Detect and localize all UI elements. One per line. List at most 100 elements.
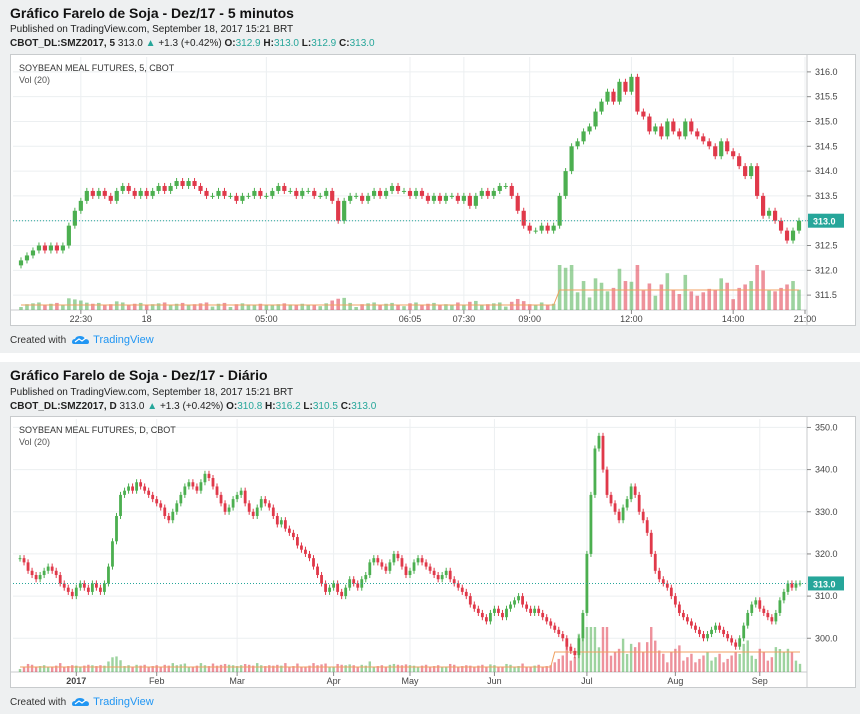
chart-title: Gráfico Farelo de Soja - Dez/17 - 5 minu… bbox=[10, 5, 294, 21]
candle-body bbox=[42, 245, 48, 251]
candle-body bbox=[300, 545, 303, 550]
volume-bar bbox=[91, 303, 95, 310]
volume-bar bbox=[420, 665, 424, 672]
candle-body bbox=[758, 600, 762, 609]
series-legend-name: SOYBEAN MEAL FUTURES, 5, CBOT bbox=[19, 63, 175, 73]
candle-body bbox=[702, 634, 705, 639]
volume-bar bbox=[282, 303, 287, 310]
candle-body bbox=[593, 111, 598, 127]
candle-body bbox=[587, 126, 592, 132]
candle-body bbox=[139, 482, 143, 487]
volume-bar bbox=[778, 649, 782, 672]
volume-bar bbox=[774, 647, 778, 672]
candle-body bbox=[449, 195, 454, 197]
candle-body bbox=[710, 629, 713, 635]
candle-body bbox=[300, 190, 305, 196]
candle-body bbox=[742, 625, 746, 639]
volume-bar bbox=[629, 281, 634, 310]
volume-bar bbox=[222, 302, 227, 310]
volume-bar bbox=[120, 302, 125, 310]
tradingview-logo[interactable]: TradingView bbox=[72, 334, 154, 346]
y-tick-label: 315.0 bbox=[815, 116, 838, 126]
x-tick-label: 12:00 bbox=[620, 314, 643, 324]
volume-bar bbox=[436, 665, 440, 672]
candle-body bbox=[444, 570, 448, 576]
candle-body bbox=[722, 629, 726, 635]
volume-bar bbox=[557, 265, 562, 310]
volume-bar bbox=[797, 289, 801, 310]
volume-bar bbox=[43, 304, 47, 310]
candle-body bbox=[657, 570, 661, 580]
volume-bar bbox=[505, 663, 508, 672]
volume-bar bbox=[231, 665, 235, 672]
volume-bar bbox=[529, 666, 532, 672]
candle-body bbox=[103, 583, 106, 592]
volume-bar bbox=[654, 640, 657, 672]
volume-bar bbox=[312, 663, 315, 672]
candle-body bbox=[356, 583, 360, 588]
candle-body bbox=[120, 185, 125, 191]
candle-body bbox=[621, 507, 625, 521]
volume-bar bbox=[198, 303, 203, 310]
candlestick-chart-5min[interactable]: 316.0 315.5 315.0 314.5 314.0 313.5 313.0 312.5… bbox=[11, 55, 855, 325]
candle-body bbox=[111, 541, 114, 567]
candlestick-chart-daily[interactable]: 350.0 340.0 330.0 320.0 310.0 300.0 2017 Feb Mar… bbox=[11, 417, 855, 687]
candle-body bbox=[432, 570, 436, 576]
candle-body bbox=[734, 642, 738, 647]
candle-body bbox=[707, 141, 712, 147]
candle-body bbox=[541, 612, 545, 618]
volume-bar bbox=[135, 664, 138, 672]
volume-bar bbox=[320, 664, 323, 672]
candle-body bbox=[396, 553, 400, 559]
volume-bar bbox=[698, 658, 701, 672]
candle-body bbox=[252, 190, 257, 196]
volume-bar bbox=[96, 302, 101, 310]
tradingview-logo[interactable]: TradingView bbox=[72, 696, 154, 708]
candle-body bbox=[521, 596, 524, 605]
candle-body bbox=[392, 553, 396, 563]
candle-body bbox=[267, 503, 271, 508]
candle-body bbox=[605, 469, 609, 495]
volume-bar bbox=[300, 667, 303, 672]
candle-body bbox=[589, 494, 593, 554]
volume-bar bbox=[25, 304, 29, 310]
candle-body bbox=[143, 486, 147, 491]
candle-body bbox=[464, 591, 468, 597]
candle-body bbox=[557, 629, 561, 635]
volume-bar bbox=[384, 667, 388, 672]
volume-bar bbox=[316, 665, 319, 672]
candle-body bbox=[683, 121, 688, 137]
x-tick-label: Sep bbox=[752, 676, 768, 686]
close-label: C: bbox=[339, 38, 350, 49]
volume-bar bbox=[782, 652, 786, 672]
candle-body bbox=[30, 570, 34, 576]
candle-body bbox=[497, 608, 500, 613]
open-label: O: bbox=[224, 38, 236, 49]
volume-bar bbox=[432, 302, 436, 310]
last-price: 313.0 bbox=[117, 38, 143, 49]
volume-bar bbox=[480, 305, 484, 310]
volume-bar bbox=[465, 665, 468, 672]
candle-body bbox=[330, 190, 335, 201]
candle-body bbox=[431, 195, 437, 201]
volume-bar bbox=[340, 664, 343, 672]
candle-body bbox=[677, 131, 682, 137]
candle-body bbox=[239, 490, 243, 495]
volume-bar bbox=[722, 662, 725, 672]
y-tick-label: 316.0 bbox=[815, 67, 838, 77]
candle-body bbox=[665, 583, 669, 588]
last-price-badge bbox=[808, 576, 844, 591]
published-line: Published on TradingView.com, September … bbox=[10, 24, 294, 35]
candle-body bbox=[360, 195, 365, 201]
candle-body bbox=[509, 604, 512, 609]
candle-body bbox=[42, 570, 46, 576]
candle-body bbox=[641, 511, 645, 521]
candle-body bbox=[527, 225, 532, 231]
chart-area[interactable]: 316.0 315.5 315.0 314.5 314.0 313.5 313.0 312.5… bbox=[10, 54, 856, 326]
high-label: H: bbox=[265, 401, 276, 412]
candle-body bbox=[509, 185, 514, 196]
chart-area[interactable]: 350.0 340.0 330.0 320.0 310.0 300.0 2017 Feb Mar… bbox=[10, 416, 856, 688]
volume-bar bbox=[742, 643, 745, 672]
y-tick-label: 315.5 bbox=[815, 92, 838, 102]
candle-body bbox=[342, 200, 347, 221]
